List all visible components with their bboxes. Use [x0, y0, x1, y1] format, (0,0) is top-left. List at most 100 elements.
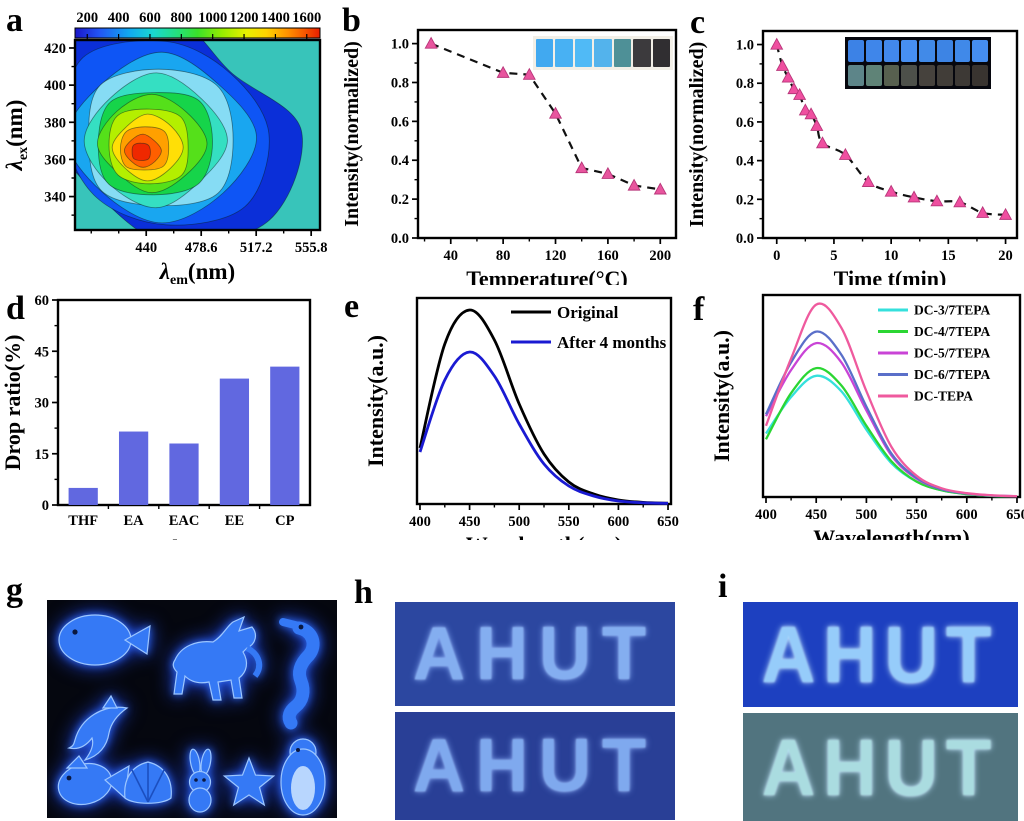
time-chart-canvas: 0 5 10 15 20 0.0 0.2 0.4 0.6 0.8 1.0 Time t(min) Int… — [686, 29, 1019, 285]
cube-cell — [848, 64, 864, 86]
panel-c-time-chart: 0 5 10 15 20 0.0 0.2 0.4 0.6 0.8 1.0 Time t(min) Int… — [680, 0, 1024, 285]
cube-cell — [954, 40, 971, 62]
svg-text:15: 15 — [941, 248, 956, 264]
svg-text:478.6: 478.6 — [185, 240, 218, 256]
cube-photo-inset — [845, 37, 991, 89]
panel-i-label: i — [718, 568, 728, 605]
svg-text:420: 420 — [44, 41, 66, 57]
svg-text:650: 650 — [1006, 507, 1024, 523]
svg-text:1600: 1600 — [292, 10, 321, 26]
tepa-spectrum-canvas: 400 450 500 550 600 650 Wavelength(nm) Intensit… — [709, 293, 1024, 540]
panel-b-temperature-chart: 40 80 120 160 200 0.0 0.2 0.4 0.6 0.8 1.0 Temperatu… — [330, 0, 680, 285]
svg-text:Original: Original — [557, 303, 619, 322]
cube-cell — [919, 64, 935, 86]
cube-cell — [919, 40, 935, 62]
svg-text:0.0: 0.0 — [391, 231, 409, 247]
svg-text:DC-TEPA: DC-TEPA — [914, 389, 973, 404]
svg-text:THF: THF — [68, 513, 98, 529]
svg-text:DC-4/7TEPA: DC-4/7TEPA — [914, 324, 990, 339]
solvent-bar-chart-canvas: 0 15 30 45 60 Solvent Drop ratio(%) THF EA EAC EE C… — [0, 293, 312, 540]
svg-text:200: 200 — [76, 10, 98, 26]
svg-text:λex(nm): λex(nm) — [2, 100, 31, 172]
svg-text:45: 45 — [35, 344, 50, 360]
svg-text:EA: EA — [124, 513, 145, 529]
contour-chart-canvas: 200 400 600 800 1000 1200 1400 1600 440 478.6 517.… — [2, 10, 328, 285]
svg-text:Intensity(normalized): Intensity(normalized) — [341, 41, 363, 227]
cuvette-photo-inset — [533, 36, 673, 70]
svg-text:200: 200 — [649, 248, 671, 264]
svg-text:500: 500 — [856, 507, 878, 523]
ahut-text: AHUT — [761, 722, 1000, 812]
cube-cell — [954, 64, 971, 86]
svg-text:CP: CP — [275, 513, 294, 529]
svg-text:15: 15 — [35, 447, 50, 463]
svg-text:10: 10 — [884, 248, 899, 264]
svg-text:0.2: 0.2 — [736, 192, 754, 208]
cube-cell — [972, 40, 988, 62]
panel-b-label: b — [342, 2, 361, 39]
cube-cell — [901, 40, 917, 62]
cuvette-cell — [536, 39, 554, 67]
svg-text:360: 360 — [44, 152, 66, 168]
cube-cell — [865, 40, 882, 62]
svg-text:20: 20 — [998, 248, 1013, 264]
ahut-photo-4: AHUT — [743, 713, 1018, 821]
panel-g-uv-photo: g UV light — [0, 540, 345, 821]
panel-e-label: e — [344, 288, 360, 325]
svg-text:5: 5 — [830, 248, 837, 264]
cube-cell — [865, 64, 882, 86]
dolphin-icon — [66, 694, 129, 762]
svg-text:1200: 1200 — [230, 10, 259, 26]
fish-icon — [57, 755, 130, 806]
shell-icon — [124, 761, 172, 804]
svg-text:400: 400 — [44, 78, 66, 94]
svg-text:450: 450 — [459, 514, 481, 530]
svg-text:400: 400 — [755, 507, 777, 523]
svg-text:1.0: 1.0 — [736, 38, 754, 54]
ahut-text: AHUT — [413, 612, 657, 696]
svg-text:380: 380 — [44, 115, 66, 131]
panel-d-label: d — [6, 290, 25, 327]
svg-text:EE: EE — [225, 513, 244, 529]
svg-text:Intensity(normalized): Intensity(normalized) — [686, 42, 708, 228]
panel-d-bar-chart: 0 15 30 45 60 Solvent Drop ratio(%) THF EA EAC EE C… — [0, 285, 340, 540]
svg-text:550: 550 — [906, 507, 928, 523]
svg-text:650: 650 — [657, 514, 679, 530]
svg-text:DC-5/7TEPA: DC-5/7TEPA — [914, 346, 990, 361]
svg-text:600: 600 — [956, 507, 978, 523]
svg-text:Wavelength(nm): Wavelength(nm) — [813, 525, 969, 540]
uv-shapes-canvas — [57, 614, 326, 816]
svg-text:555.8: 555.8 — [295, 240, 328, 256]
ahut-photo-2: AHUT — [395, 712, 675, 820]
starfish-icon — [222, 756, 276, 807]
svg-text:Temperature(°C): Temperature(°C) — [466, 266, 628, 285]
panel-a-contour-map: 200 400 600 800 1000 1200 1400 1600 440 478.6 517.… — [0, 0, 330, 286]
panel-a-label: a — [6, 2, 23, 39]
svg-text:30: 30 — [35, 396, 50, 412]
svg-text:Wavelength(nm): Wavelength(nm) — [466, 532, 622, 540]
svg-text:600: 600 — [608, 514, 630, 530]
svg-text:0.0: 0.0 — [736, 231, 754, 247]
svg-text:0.8: 0.8 — [736, 76, 754, 92]
svg-text:60: 60 — [35, 293, 50, 309]
cube-cell — [936, 40, 953, 62]
whale-icon — [58, 614, 151, 666]
panel-f-spectrum-chart: 400 450 500 550 600 650 Wavelength(nm) Intensit… — [685, 285, 1024, 541]
panel-g-label: g — [6, 572, 23, 609]
unicorn-icon — [172, 615, 263, 701]
svg-text:Solvent: Solvent — [149, 535, 219, 540]
svg-text:450: 450 — [805, 507, 827, 523]
cube-cell — [972, 64, 988, 86]
cube-cell — [848, 40, 864, 62]
cuvette-cell — [594, 39, 612, 67]
ahut-text: AHUT — [761, 609, 1000, 700]
svg-text:0.6: 0.6 — [391, 114, 409, 130]
cuvette-cell — [633, 39, 651, 67]
cube-cell — [901, 64, 917, 86]
svg-text:340: 340 — [44, 190, 66, 206]
rabbit-icon — [188, 748, 212, 813]
svg-text:550: 550 — [558, 514, 580, 530]
aging-spectrum-canvas: 400 450 500 550 600 650 Wavelength(nm) Intensit… — [363, 296, 679, 540]
uv-shapes-photo — [47, 600, 337, 818]
panel-f-label: f — [693, 291, 705, 328]
